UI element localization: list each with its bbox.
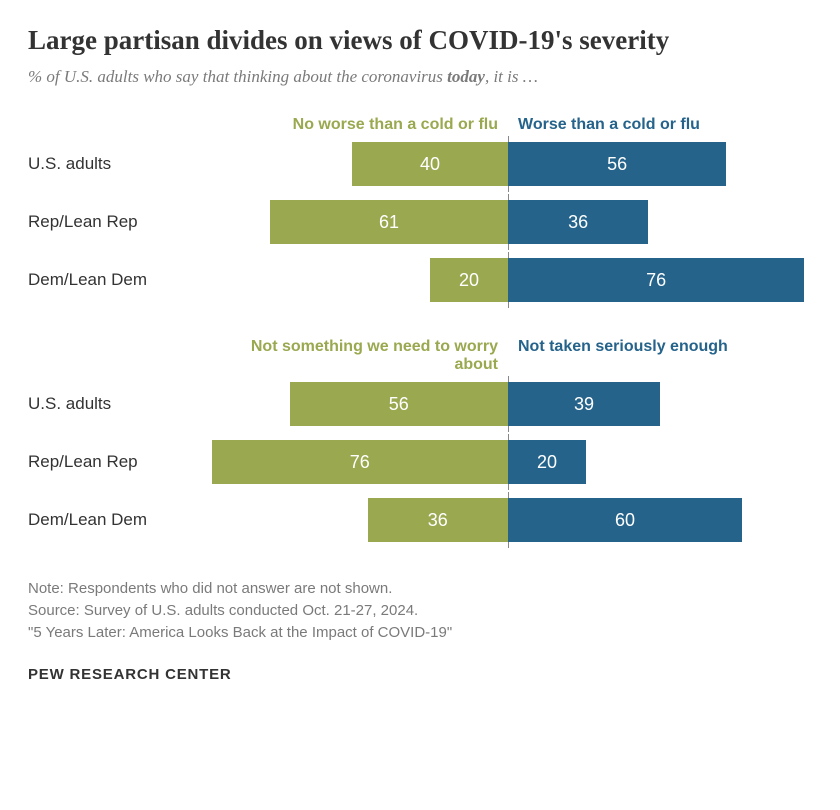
bar-left: 36 bbox=[368, 498, 508, 542]
note-line: Note: Respondents who did not answer are… bbox=[28, 578, 812, 600]
bar-right: 56 bbox=[508, 142, 726, 186]
legend-right: Not taken seriously enough bbox=[508, 338, 808, 374]
bar-left: 20 bbox=[430, 258, 508, 302]
bar-row-label: U.S. adults bbox=[28, 154, 208, 174]
chart-title: Large partisan divides on views of COVID… bbox=[28, 24, 812, 56]
bar-right: 76 bbox=[508, 258, 804, 302]
subtitle-prefix: % of U.S. adults who say that thinking a… bbox=[28, 67, 447, 86]
bar-right: 39 bbox=[508, 382, 660, 426]
chart-block: No worse than a cold or fluWorse than a … bbox=[28, 116, 812, 302]
bar-right: 36 bbox=[508, 200, 648, 244]
bar-row-label: Dem/Lean Dem bbox=[28, 270, 208, 290]
legend-row: No worse than a cold or fluWorse than a … bbox=[28, 116, 812, 134]
bar-row: Dem/Lean Dem 2076 bbox=[28, 258, 812, 302]
bar-row: U.S. adults 5639 bbox=[28, 382, 812, 426]
bar-left: 56 bbox=[290, 382, 508, 426]
subtitle-bold: today bbox=[447, 67, 485, 86]
bar-row-label: U.S. adults bbox=[28, 394, 208, 414]
bar-right: 20 bbox=[508, 440, 586, 484]
legend-right: Worse than a cold or flu bbox=[508, 116, 808, 134]
chart-block: Not something we need to worry aboutNot … bbox=[28, 338, 812, 542]
note-line: Source: Survey of U.S. adults conducted … bbox=[28, 600, 812, 622]
bar-row-label: Rep/Lean Rep bbox=[28, 452, 208, 472]
legend-row: Not something we need to worry aboutNot … bbox=[28, 338, 812, 374]
subtitle-suffix: , it is … bbox=[485, 67, 538, 86]
chart-container: No worse than a cold or fluWorse than a … bbox=[28, 116, 812, 542]
attribution: PEW RESEARCH CENTER bbox=[28, 666, 812, 683]
bar-row: Rep/Lean Rep 6136 bbox=[28, 200, 812, 244]
bar-left: 61 bbox=[270, 200, 508, 244]
legend-left: Not something we need to worry about bbox=[208, 338, 508, 374]
bar-row: Dem/Lean Dem 3660 bbox=[28, 498, 812, 542]
bar-row-label: Dem/Lean Dem bbox=[28, 510, 208, 530]
chart-subtitle: % of U.S. adults who say that thinking a… bbox=[28, 66, 812, 88]
bar-left: 76 bbox=[212, 440, 508, 484]
bar-row-label: Rep/Lean Rep bbox=[28, 212, 208, 232]
note-line: "5 Years Later: America Looks Back at th… bbox=[28, 622, 812, 644]
chart-notes: Note: Respondents who did not answer are… bbox=[28, 578, 812, 643]
bar-right: 60 bbox=[508, 498, 742, 542]
bar-row: U.S. adults 4056 bbox=[28, 142, 812, 186]
legend-left: No worse than a cold or flu bbox=[208, 116, 508, 134]
bar-row: Rep/Lean Rep7620 bbox=[28, 440, 812, 484]
bar-left: 40 bbox=[352, 142, 508, 186]
